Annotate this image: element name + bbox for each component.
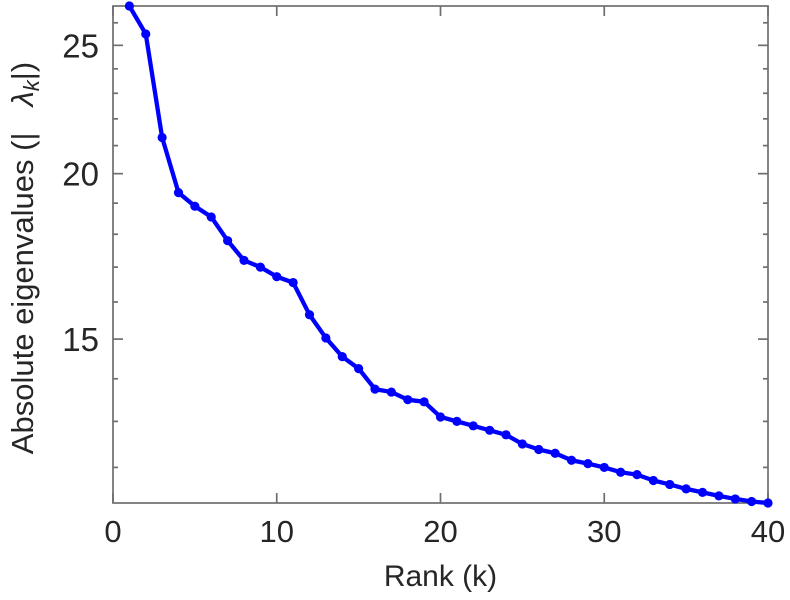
data-point-marker xyxy=(173,188,184,198)
data-point-marker xyxy=(386,387,396,397)
y-axis-label-prefix: Absolute eigenvalues (| xyxy=(5,132,40,455)
data-point-marker xyxy=(468,421,478,431)
plot-box xyxy=(112,5,769,504)
x-tick-label: 30 xyxy=(587,514,621,549)
data-point-marker xyxy=(632,470,642,480)
data-point-marker xyxy=(124,1,134,11)
data-point-marker xyxy=(763,498,773,508)
lambda-subscript: k xyxy=(19,80,44,92)
x-axis-label: Rank (k) xyxy=(383,560,498,593)
data-point-marker xyxy=(435,412,446,422)
data-point-marker xyxy=(206,212,216,222)
y-axis-ticks xyxy=(113,21,768,469)
data-point-marker xyxy=(697,487,708,497)
y-tick-label: 15 xyxy=(62,321,99,358)
data-point-marker xyxy=(141,29,151,39)
data-point-marker xyxy=(714,491,724,501)
data-point-marker xyxy=(354,363,364,374)
data-point-marker xyxy=(288,277,298,288)
data-point-marker xyxy=(681,484,691,494)
series-markers xyxy=(124,1,773,508)
data-point-marker xyxy=(337,352,347,362)
series-line xyxy=(127,3,771,506)
x-axis-ticks xyxy=(112,6,769,503)
data-point-marker xyxy=(255,262,265,272)
data-point-marker xyxy=(648,475,658,486)
data-point-marker xyxy=(304,310,315,320)
x-tick-label: 20 xyxy=(423,514,457,549)
data-point-marker xyxy=(583,458,593,469)
data-point-marker xyxy=(452,416,462,426)
x-tick-label: 10 xyxy=(260,514,294,549)
data-point-marker xyxy=(403,395,413,405)
y-axis-label-suffix: |) xyxy=(5,61,40,81)
data-point-marker xyxy=(517,439,527,449)
data-point-marker xyxy=(419,397,429,407)
y-axis-label: Absolute eigenvalues (| λ k |) xyxy=(5,0,44,518)
y-tick-labels: 15 20 25 xyxy=(62,27,99,358)
data-point-marker xyxy=(272,272,282,282)
data-point-marker xyxy=(747,496,757,507)
data-point-marker xyxy=(239,255,249,265)
data-point-marker xyxy=(534,444,544,455)
y-tick-label: 20 xyxy=(62,156,99,193)
data-point-marker xyxy=(501,430,511,440)
data-point-marker xyxy=(223,236,233,246)
data-point-marker xyxy=(599,462,609,473)
x-tick-labels: 0 10 20 30 40 xyxy=(104,514,785,549)
x-tick-label: 0 xyxy=(104,514,121,549)
data-point-marker xyxy=(550,448,560,458)
data-point-marker xyxy=(566,455,577,465)
data-point-marker xyxy=(616,467,626,477)
data-point-marker xyxy=(485,425,495,435)
data-point-marker xyxy=(157,132,167,143)
x-tick-label: 40 xyxy=(751,514,785,549)
y-tick-label: 25 xyxy=(62,27,99,64)
data-point-marker xyxy=(321,333,331,343)
data-point-marker xyxy=(190,201,200,211)
lambda-symbol: λ xyxy=(5,91,40,107)
data-point-marker xyxy=(665,479,675,490)
data-point-marker xyxy=(370,384,380,394)
data-point-marker xyxy=(730,494,740,504)
